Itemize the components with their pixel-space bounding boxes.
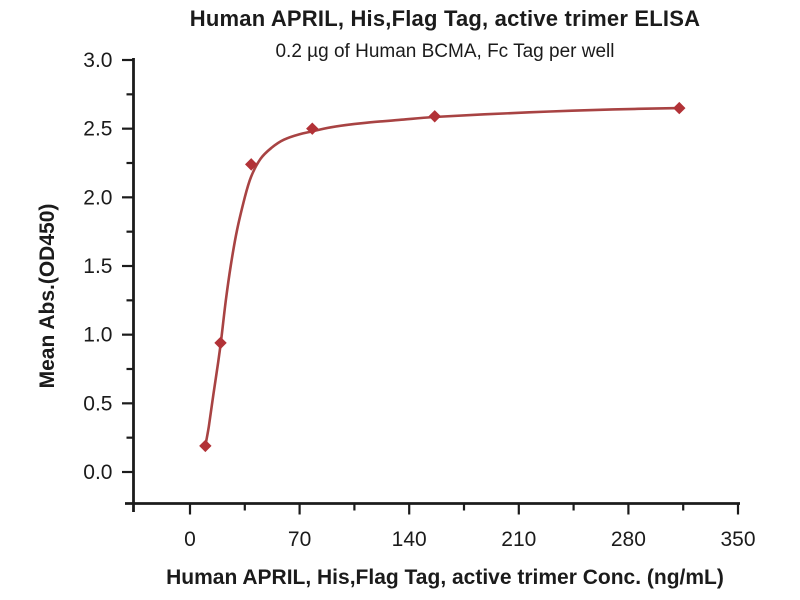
y-axis-tick-label: 1.5: [83, 255, 112, 278]
x-axis-tick-label: 350: [720, 528, 755, 551]
x-axis-tick-label: 280: [611, 528, 646, 551]
x-axis-tick-label: 0: [184, 528, 196, 551]
x-axis-tick-label: 210: [501, 528, 536, 551]
x-axis-tick-label: 140: [392, 528, 427, 551]
x-axis-tick-label: 70: [288, 528, 311, 551]
data-point-marker: [673, 101, 686, 115]
chart-title: Human APRIL, His,Flag Tag, active trimer…: [189, 6, 701, 31]
y-axis-tick-label: 2.5: [83, 118, 112, 141]
dose-response-curve: [204, 106, 681, 448]
data-point-marker: [306, 122, 319, 135]
data-point-marker: [245, 158, 258, 171]
y-axis-tick-label: 0.0: [83, 461, 112, 484]
y-axis-tick-label: 1.0: [83, 324, 112, 347]
y-axis-tick-label: 3.0: [83, 49, 112, 72]
chart-subtitle: 0.2 µg of Human BCMA, Fc Tag per well: [275, 41, 615, 62]
data-point-marker: [199, 439, 212, 453]
y-axis-tick-label: 0.5: [83, 392, 112, 415]
data-point-marker: [214, 336, 227, 350]
data-point-marker: [428, 110, 441, 123]
x-axis-title: Human APRIL, His,Flag Tag, active trimer…: [166, 566, 724, 589]
y-axis-tick-label: 2.0: [83, 186, 112, 209]
